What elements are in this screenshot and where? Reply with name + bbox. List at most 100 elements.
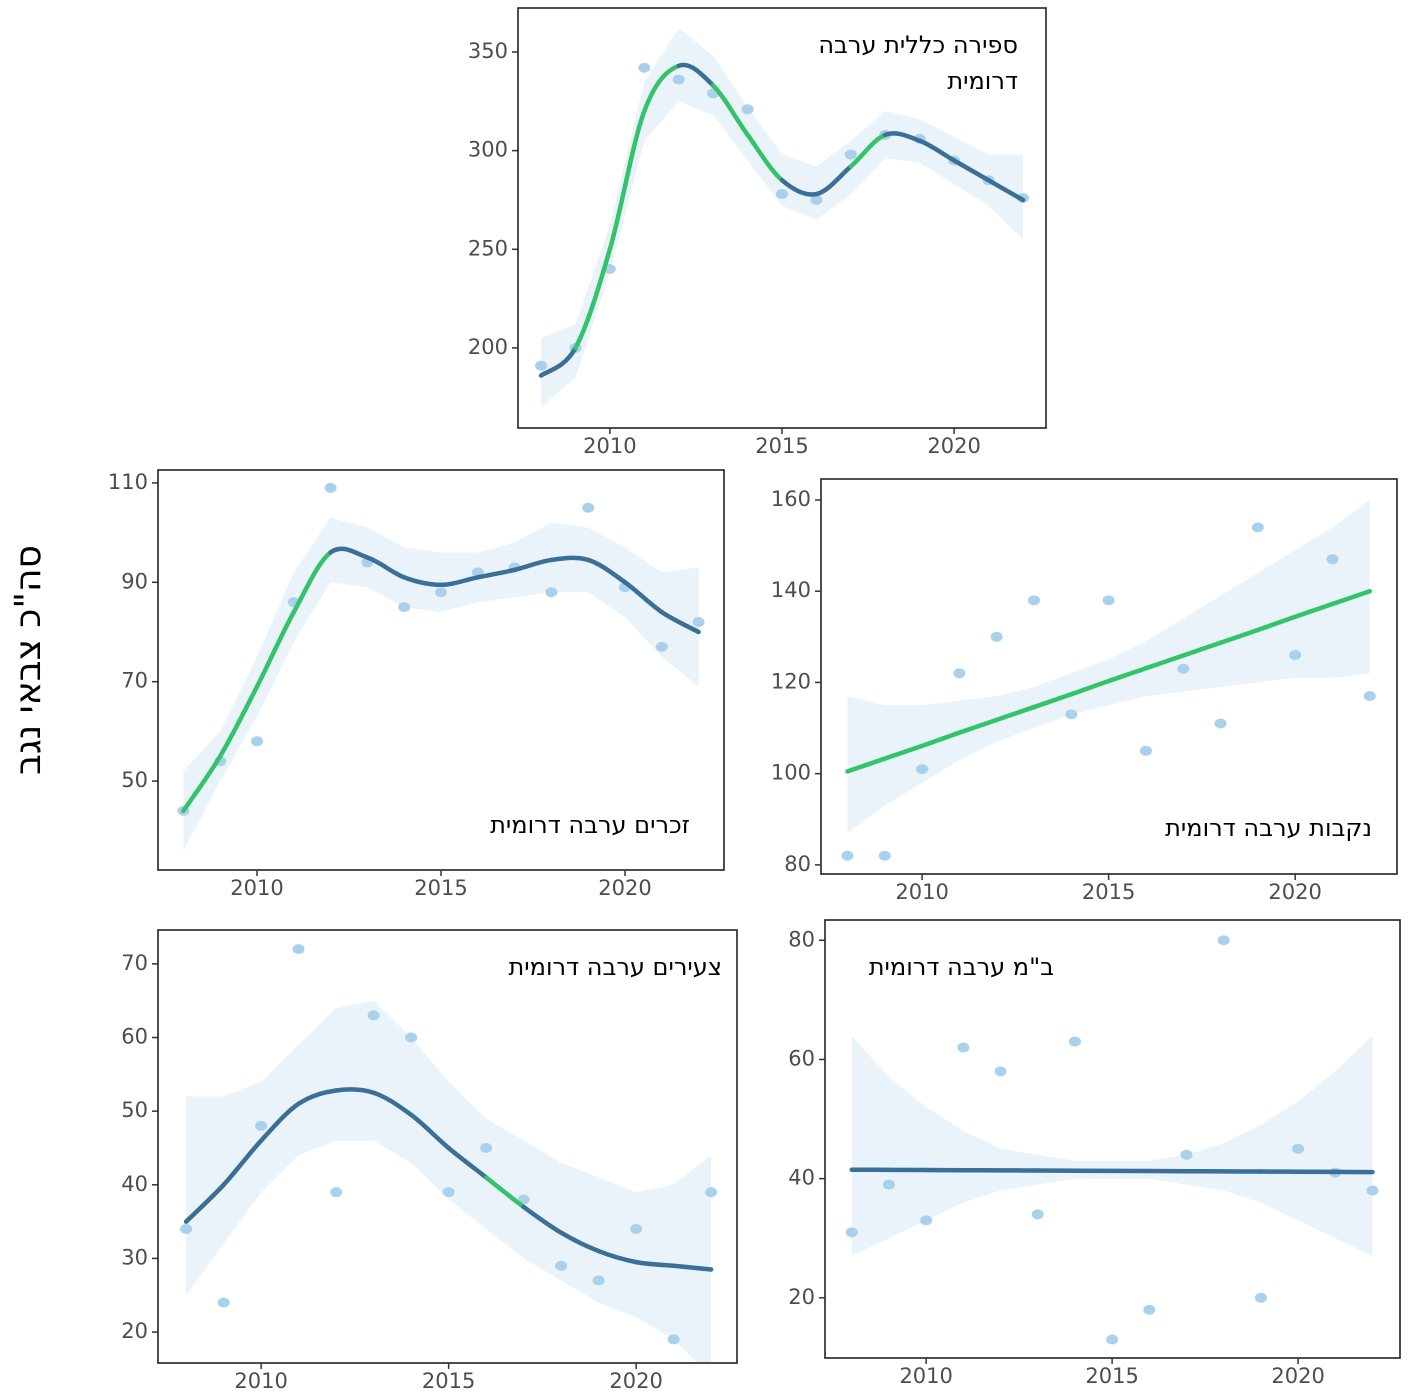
data-point [555, 1260, 568, 1271]
x-tick-label: 2020 [598, 876, 651, 900]
y-tick-label: 60 [788, 1046, 815, 1070]
y-axis-label: סה"כ צבאי נגב [8, 545, 49, 775]
y-tick-label: 40 [121, 1172, 148, 1196]
fit-line [585, 557, 628, 585]
fit-line [1255, 614, 1298, 633]
data-point [1180, 1149, 1193, 1160]
data-point [878, 850, 891, 861]
fit-line [845, 756, 888, 774]
panel: 20 30 40 50 60 70 2010 2015 2020 צעירים ערבה דרומ… [121, 929, 738, 1393]
data-point [1177, 663, 1190, 674]
plot-frame [157, 469, 725, 871]
y-tick-label: 350 [468, 39, 508, 63]
data-point [535, 360, 548, 371]
x-tick-label: 2015 [755, 434, 808, 458]
data-point [180, 1223, 193, 1234]
y-tick-label: 50 [121, 1098, 148, 1122]
fit-line [254, 609, 297, 689]
fit-line [596, 1248, 639, 1265]
data-point [1363, 691, 1376, 702]
fit-line [1106, 666, 1149, 684]
panel-title: צעירים ערבה דרומית [509, 953, 722, 981]
fit-line [1143, 653, 1186, 671]
data-point [480, 1142, 493, 1153]
y-tick-label: 200 [468, 335, 508, 359]
panel-title: ספירה כללית ערבה [818, 31, 1018, 59]
y-tick-label: 70 [121, 951, 148, 975]
fit-line [521, 1204, 564, 1235]
data-point [953, 668, 966, 679]
fit-line [710, 83, 750, 138]
data-point [1102, 595, 1115, 606]
data-point [292, 944, 305, 955]
data-point [741, 104, 754, 115]
data-point [1326, 554, 1339, 565]
fit-line [371, 1090, 414, 1118]
data-point [1139, 745, 1152, 756]
fit-line [1031, 692, 1074, 710]
fit-line [957, 717, 999, 735]
fit-line [291, 550, 333, 615]
data-point [1106, 1334, 1119, 1345]
data-point [638, 62, 651, 73]
panel-title: זכרים ערבה דרומית [490, 811, 690, 839]
data-point [1031, 1209, 1044, 1220]
fit-line [1330, 588, 1373, 607]
data-point [845, 1227, 858, 1238]
data-point [1289, 650, 1302, 661]
x-tick-label: 2015 [414, 876, 467, 900]
y-tick-label: 100 [771, 761, 811, 785]
data-point [324, 482, 337, 493]
fit-line [328, 546, 370, 560]
fit-line [986, 177, 1026, 203]
fit-line [676, 62, 716, 88]
y-tick-label: 300 [468, 138, 508, 162]
data-point [582, 502, 595, 513]
fit-line [994, 704, 1037, 723]
data-point [1217, 935, 1230, 946]
fit-line [607, 108, 647, 252]
data-point [1068, 1036, 1081, 1047]
fit-line [1218, 627, 1261, 645]
data-point [442, 1187, 455, 1198]
confidence-band [186, 1000, 712, 1363]
x-tick-label: 2020 [1268, 880, 1321, 904]
y-tick-label: 40 [788, 1166, 815, 1190]
fit-line [882, 743, 925, 761]
data-point [692, 617, 705, 628]
x-tick-label: 2010 [899, 1364, 952, 1388]
x-tick-label: 2010 [230, 876, 283, 900]
data-point [1028, 595, 1041, 606]
confidence-band [851, 1035, 1373, 1257]
y-tick-label: 110 [108, 470, 148, 494]
fit-line [408, 1112, 451, 1151]
fit-line [438, 575, 481, 588]
fit-line [221, 1138, 264, 1188]
fit-line [549, 555, 591, 563]
data-point [994, 1066, 1007, 1077]
y-tick-label: 60 [121, 1025, 148, 1049]
confidence-band [183, 517, 699, 851]
y-tick-label: 80 [788, 927, 815, 951]
data-point [330, 1187, 343, 1198]
data-point [672, 74, 685, 85]
fit-line [217, 684, 260, 759]
data-point [810, 194, 823, 205]
fit-line [538, 345, 578, 378]
fit-line [814, 164, 854, 197]
data-point [435, 587, 447, 598]
fit-line [401, 575, 444, 588]
data-point [882, 1179, 895, 1190]
y-tick-label: 20 [788, 1285, 815, 1309]
fit-line [483, 1175, 526, 1210]
panel: 20 40 60 80 2010 2015 2020 ב"מ ערבה דרומית [788, 919, 1401, 1388]
panel: 80 100 120 140 160 2010 2015 2020 נקבות ערבה דרו… [771, 478, 1398, 904]
x-tick-label: 2010 [234, 1369, 287, 1393]
data-point [705, 1187, 718, 1198]
data-point [841, 850, 854, 861]
fit-line [883, 131, 922, 144]
fit-line [1180, 640, 1223, 658]
data-point [1065, 709, 1078, 720]
fit-line [258, 1101, 301, 1143]
